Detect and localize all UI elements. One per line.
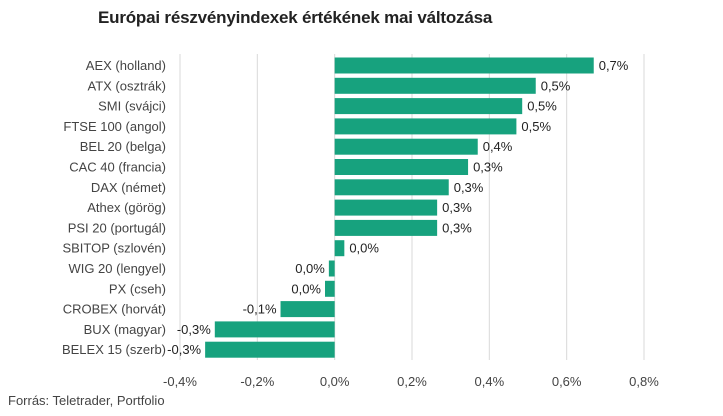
- value-label-7: 0,3%: [442, 200, 472, 215]
- bar-7: [334, 199, 438, 216]
- category-label-6: DAX (német): [91, 180, 166, 195]
- value-label-14: -0,3%: [167, 342, 201, 357]
- value-label-12: -0,1%: [243, 302, 277, 317]
- bar-3: [334, 118, 517, 135]
- category-label-13: BUX (magyar): [84, 322, 166, 337]
- value-label-3: 0,5%: [521, 119, 551, 134]
- category-label-2: SMI (svájci): [98, 99, 166, 114]
- category-label-7: Athex (görög): [87, 200, 166, 215]
- bar-8: [334, 219, 438, 236]
- value-label-1: 0,5%: [541, 78, 571, 93]
- bar-4: [334, 138, 478, 155]
- x-tick-label-6: 0,8%: [629, 374, 659, 389]
- bar-11: [325, 280, 335, 297]
- bar-1: [334, 77, 536, 94]
- bar-12: [280, 301, 335, 318]
- bar-9: [334, 240, 345, 257]
- chart-title: Európai részvényindexek értékének mai vá…: [98, 8, 493, 27]
- bar-5: [334, 159, 469, 175]
- bar-13: [214, 321, 335, 338]
- x-tick-label-4: 0,4%: [475, 374, 505, 389]
- x-tick-label-3: 0,2%: [397, 374, 427, 389]
- value-label-8: 0,3%: [442, 220, 472, 235]
- bar-14: [205, 341, 335, 358]
- bar-10: [328, 260, 335, 277]
- x-tick-label-2: 0,0%: [320, 374, 350, 389]
- category-label-12: CROBEX (horvát): [63, 302, 166, 317]
- source-note: Forrás: Teletrader, Portfolio: [8, 393, 165, 408]
- bar-2: [334, 98, 523, 115]
- value-label-4: 0,4%: [483, 139, 513, 154]
- x-tick-label-1: -0,2%: [240, 374, 274, 389]
- category-label-9: SBITOP (szlovén): [62, 241, 166, 256]
- category-label-5: CAC 40 (francia): [69, 160, 166, 175]
- value-label-13: -0,3%: [177, 322, 211, 337]
- x-tick-label-0: -0,4%: [163, 374, 197, 389]
- bar-6: [334, 179, 449, 196]
- value-label-2: 0,5%: [527, 99, 557, 114]
- category-label-1: ATX (osztrák): [88, 78, 167, 93]
- value-label-0: 0,7%: [599, 58, 629, 73]
- value-label-6: 0,3%: [454, 180, 484, 195]
- category-label-0: AEX (holland): [86, 58, 166, 73]
- category-label-10: WIG 20 (lengyel): [68, 261, 166, 276]
- category-label-3: FTSE 100 (angol): [63, 119, 166, 134]
- value-label-5: 0,3%: [473, 160, 503, 175]
- value-label-9: 0,0%: [349, 241, 379, 256]
- bar-0: [334, 57, 594, 74]
- category-label-11: PX (cseh): [109, 281, 166, 296]
- value-label-11: 0,0%: [291, 281, 321, 296]
- category-label-8: PSI 20 (portugál): [68, 220, 166, 235]
- category-label-4: BEL 20 (belga): [80, 139, 166, 154]
- x-tick-label-5: 0,6%: [552, 374, 582, 389]
- category-label-14: BELEX 15 (szerb): [62, 342, 166, 357]
- value-label-10: 0,0%: [295, 261, 325, 276]
